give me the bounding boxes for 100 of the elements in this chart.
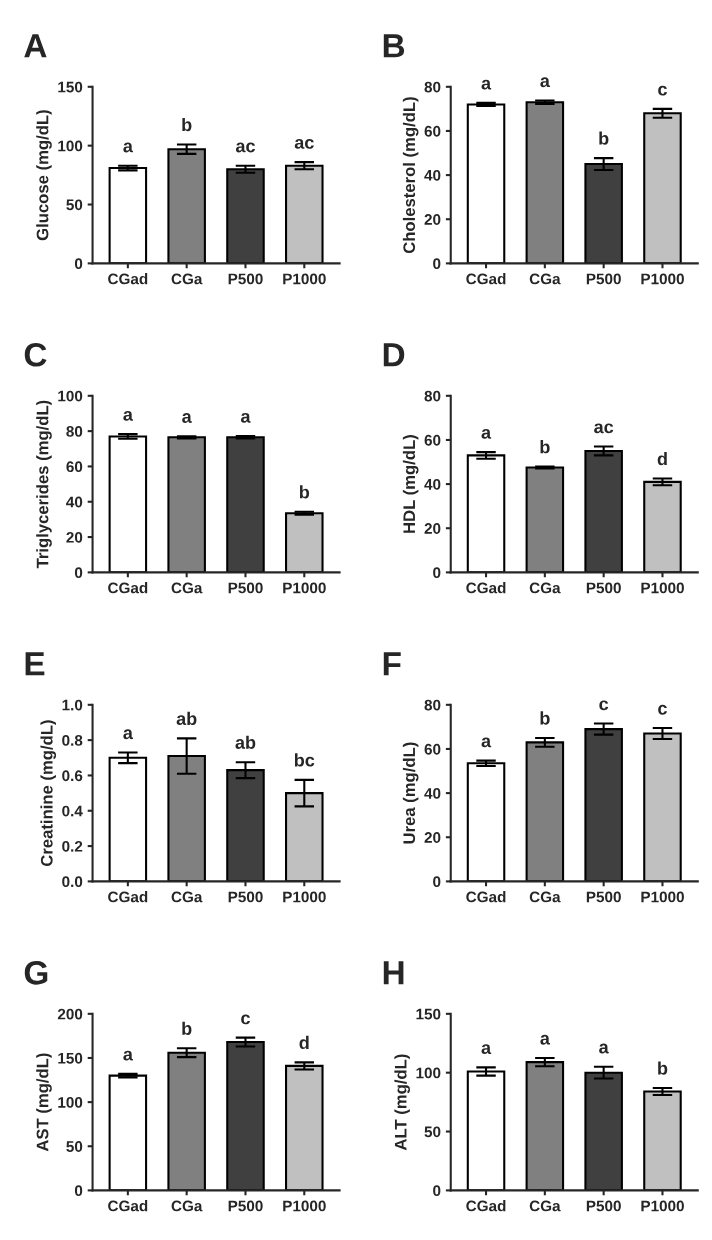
y-tick-label: 60 <box>424 434 441 446</box>
annotation: b <box>299 485 310 499</box>
y-axis-title: Creatinine (mg/dL) <box>40 720 57 867</box>
chart-title: C <box>24 343 47 367</box>
bar <box>584 163 623 264</box>
y-tick-label: 80 <box>424 81 441 93</box>
x-tick-label: CGa <box>529 891 561 903</box>
y-tick-label: 60 <box>424 743 441 755</box>
bar <box>285 512 324 573</box>
annotation: a <box>123 410 133 421</box>
x-tick-label: P1000 <box>283 273 326 285</box>
bar <box>466 1070 506 1191</box>
x-tick-label: P500 <box>586 1200 621 1212</box>
bar <box>108 756 148 882</box>
bar <box>285 1064 324 1191</box>
y-tick-label: 0 <box>74 1185 83 1197</box>
chart-title: D <box>383 343 405 367</box>
y-axis-title: Urea (mg/dL) <box>402 742 419 844</box>
bar <box>167 1051 206 1191</box>
x-tick-label: P1000 <box>283 582 326 594</box>
annotation: a <box>123 729 133 740</box>
y-tick-label: 80 <box>424 699 441 711</box>
y-axis-title: Cholesterol (mg/dL) <box>402 97 419 254</box>
y-tick-label: 40 <box>424 478 441 490</box>
y-tick-label: 40 <box>424 169 441 181</box>
y-tick-label: 0 <box>433 876 441 888</box>
annotation: b <box>182 1021 192 1035</box>
annotation: a <box>599 1043 609 1054</box>
x-tick-label: CGa <box>171 273 203 285</box>
x-tick-label: P1000 <box>641 1200 684 1212</box>
annotation: c <box>599 700 609 711</box>
y-tick-label: 0 <box>74 567 83 579</box>
x-tick-label: P500 <box>586 891 621 903</box>
annotation: d <box>657 452 667 466</box>
y-tick-label: 0 <box>433 1185 441 1197</box>
annotation: a <box>481 79 492 90</box>
x-tick-label: CGad <box>108 273 148 285</box>
y-tick-label: 50 <box>66 199 83 211</box>
annotation: a <box>481 737 492 748</box>
chart-title: B <box>383 34 405 58</box>
x-tick-label: CGad <box>108 582 148 594</box>
x-tick-label: CGad <box>108 1200 148 1212</box>
annotation: b <box>182 117 192 132</box>
annotation: a <box>481 428 492 439</box>
y-tick-label: 0.0 <box>62 876 83 888</box>
annotation: a <box>481 1044 492 1055</box>
y-tick-label: 50 <box>66 1141 83 1152</box>
x-tick-label: CGa <box>171 1200 203 1212</box>
y-tick-label: 150 <box>58 81 83 93</box>
y-tick-label: 80 <box>66 425 83 437</box>
bar <box>584 728 623 882</box>
x-tick-label: P1000 <box>641 582 684 594</box>
x-tick-label: P500 <box>228 891 263 903</box>
y-tick-label: 20 <box>424 214 441 225</box>
bar <box>108 435 148 573</box>
chart-title: G <box>24 961 48 985</box>
annotation: b <box>658 1061 668 1075</box>
chart-title: A <box>24 34 47 58</box>
y-tick-label: 100 <box>58 140 83 152</box>
annotation: b <box>540 440 550 454</box>
y-tick-label: 200 <box>57 1008 83 1020</box>
x-tick-label: P1000 <box>283 1200 326 1212</box>
annotation: a <box>540 1034 550 1045</box>
y-tick-label: 1.0 <box>62 699 83 711</box>
y-tick-label: 60 <box>424 125 441 137</box>
x-tick-label: P500 <box>586 273 621 285</box>
bar <box>108 1074 148 1191</box>
y-tick-label: 60 <box>66 461 83 473</box>
bar <box>584 1071 623 1191</box>
bar <box>643 480 682 573</box>
annotation: ab <box>176 711 197 726</box>
annotation: a <box>182 413 192 423</box>
annotation: d <box>299 1035 309 1050</box>
x-tick-label: CGa <box>529 1200 561 1212</box>
x-tick-label: CGa <box>529 273 561 285</box>
y-tick-label: 100 <box>58 1096 83 1108</box>
bar <box>167 148 206 264</box>
annotation: ac <box>235 142 255 153</box>
bar <box>643 112 682 264</box>
y-tick-label: 150 <box>416 1008 441 1020</box>
y-axis-title: ALT (mg/dL) <box>394 1054 410 1151</box>
x-tick-label: P500 <box>586 582 621 594</box>
y-tick-label: 40 <box>66 496 83 508</box>
annotation: ac <box>294 138 314 149</box>
bar <box>466 762 506 882</box>
x-tick-label: CGa <box>171 891 203 903</box>
chart-title: F <box>383 652 401 676</box>
y-tick-label: 0 <box>433 567 441 579</box>
bar <box>226 436 265 573</box>
x-tick-label: P500 <box>228 1200 263 1212</box>
y-tick-label: 0.2 <box>62 840 83 852</box>
annotation: a <box>240 412 251 423</box>
chart-title: H <box>383 961 404 985</box>
x-tick-label: CGad <box>466 891 506 903</box>
y-axis-title: HDL (mg/dL) <box>402 435 419 533</box>
x-tick-label: P1000 <box>283 891 326 903</box>
x-tick-label: CGad <box>466 582 506 594</box>
x-tick-label: P1000 <box>641 273 684 285</box>
x-tick-label: CGad <box>466 273 506 285</box>
bar <box>466 454 506 573</box>
